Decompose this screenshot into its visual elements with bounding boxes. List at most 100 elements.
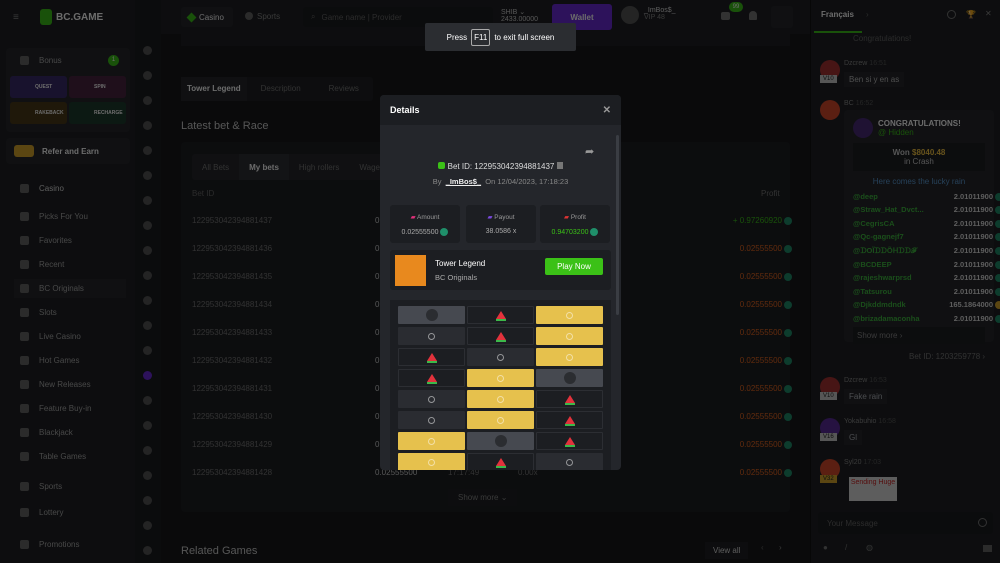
command-icon[interactable]: / (845, 543, 848, 552)
rail-category-icon[interactable] (143, 496, 152, 505)
sidebar-item-new-releases[interactable]: New Releases (20, 380, 91, 389)
tower-cell-gold (536, 327, 603, 345)
sidebar-item-lottery[interactable]: Lottery (20, 508, 63, 517)
sidebar-item-favorites[interactable]: Favorites (20, 236, 72, 245)
emoji-icon[interactable] (978, 518, 987, 527)
rail-category-icon[interactable] (143, 296, 152, 305)
play-now-button[interactable]: Play Now (545, 258, 603, 275)
chat-user[interactable]: Dzcrew 16:53 (844, 377, 887, 384)
avatar[interactable] (820, 459, 840, 479)
close-icon[interactable]: ✕ (602, 104, 611, 116)
info-icon[interactable] (947, 10, 956, 19)
sidebar-item-recent[interactable]: Recent (20, 260, 64, 269)
rakeback-button[interactable]: RAKEBACK (10, 102, 67, 124)
sidebar-item-bc-originals[interactable]: BC Originals (14, 279, 126, 298)
trophy-icon[interactable]: 🏆 (966, 10, 976, 19)
coins-icon (14, 145, 34, 157)
tab-high-rollers[interactable]: High rollers (298, 163, 340, 172)
tab-all-bets[interactable]: All Bets (202, 163, 230, 172)
bet-id-link[interactable]: Bet ID: 1203259778 › (909, 352, 986, 361)
quest-button[interactable]: QUEST (10, 76, 67, 98)
sidebar-item-promotions[interactable]: Promotions (20, 540, 79, 549)
menu-icon[interactable]: ≡ (13, 12, 19, 23)
mail-icon[interactable] (721, 12, 730, 20)
sidebar-item-live-casino[interactable]: Live Casino (20, 332, 81, 341)
tab-my-bets[interactable]: My bets (239, 154, 289, 180)
tab-description[interactable]: Description (260, 84, 301, 93)
rail-category-icon[interactable] (143, 546, 152, 555)
logo[interactable]: BC.GAME (40, 9, 103, 25)
tower-cell-gold (398, 453, 465, 470)
rail-category-icon[interactable] (143, 396, 152, 405)
chat-user[interactable]: BC 16:52 (844, 100, 874, 107)
coin-icon (784, 440, 792, 449)
rail-category-icon[interactable] (143, 221, 152, 230)
rail-category-icon[interactable] (143, 321, 152, 330)
sidebar-item-blackjack[interactable]: Blackjack (20, 428, 73, 437)
user-link[interactable]: _ImBos$_ (445, 177, 482, 186)
tower-cell-melon (467, 453, 534, 470)
search-input[interactable]: ⌕ Game name | Provider (303, 7, 493, 27)
rail-category-icon[interactable] (143, 521, 152, 530)
rail-category-icon[interactable] (143, 171, 152, 180)
bc-avatar[interactable] (820, 100, 840, 120)
view-all-button[interactable]: View all (705, 542, 749, 559)
sidebar-item-picks-for-you[interactable]: Picks For You (20, 212, 88, 221)
copy-icon[interactable] (556, 162, 563, 169)
chat-user[interactable]: Syl20 17:03 (844, 459, 881, 466)
gif-icon[interactable] (983, 545, 992, 552)
rail-category-icon[interactable] (143, 271, 152, 280)
chat-toggle-button[interactable] (771, 6, 793, 28)
sidebar-item-casino[interactable]: Casino (20, 184, 64, 193)
sidebar-item-table-games[interactable]: Table Games (20, 452, 86, 461)
close-icon[interactable]: ✕ (985, 9, 992, 18)
spin-button[interactable]: SPIN (69, 76, 126, 98)
scrollbar[interactable] (616, 135, 619, 315)
tab-reviews[interactable]: Reviews (328, 84, 359, 93)
rail-category-icon[interactable] (143, 471, 152, 480)
sidebar-item-feature-buy-in[interactable]: Feature Buy-in (20, 404, 91, 413)
rail-category-icon[interactable] (143, 146, 152, 155)
rail-category-icon[interactable] (143, 246, 152, 255)
rail-category-icon[interactable] (143, 46, 152, 55)
rail-category-icon[interactable] (143, 346, 152, 355)
tip-icon[interactable]: ◍ (866, 543, 873, 552)
chat-user[interactable]: Yokabuhio 16:58 (844, 418, 896, 425)
tab-tower-legend[interactable]: Tower Legend (181, 77, 247, 101)
sidebar-item-bonus[interactable]: Bonus (20, 56, 62, 65)
coin-rain-icon[interactable]: ● (823, 543, 828, 552)
sidebar-item-hot-games[interactable]: Hot Games (20, 356, 79, 365)
avatar[interactable] (621, 6, 639, 24)
rail-category-icon[interactable] (143, 421, 152, 430)
chat-language-tab[interactable]: Français (821, 10, 854, 19)
sidebar-item-sports[interactable]: Sports (20, 482, 62, 491)
rail-category-icon[interactable] (143, 96, 152, 105)
rail-category-icon[interactable] (143, 371, 152, 380)
currency-selector[interactable]: SHIB ⌄ 2433.00000 (501, 9, 538, 23)
chat-user[interactable]: Dzcrew 16:51 (844, 60, 887, 67)
section-title: Latest bet & Race (181, 120, 269, 132)
rail-category-icon[interactable] (143, 196, 152, 205)
prev-arrow-icon[interactable]: ‹ (761, 543, 764, 552)
tab-sports[interactable]: Sports (245, 12, 280, 21)
egg-icon (566, 458, 573, 466)
sidebar-item-slots[interactable]: Slots (20, 308, 57, 317)
show-more-button[interactable]: Show more ⌄ (448, 489, 518, 506)
rail-category-icon[interactable] (143, 121, 152, 130)
chevron-right-icon[interactable]: › (866, 10, 869, 19)
tab-wager[interactable]: Wager (359, 163, 383, 172)
tower-cell-hidden (467, 348, 534, 366)
rail-category-icon[interactable] (143, 446, 152, 455)
rail-category-icon[interactable] (143, 71, 152, 80)
user-info[interactable]: _ImBos$_ VIP 48 (644, 7, 676, 21)
bell-icon[interactable] (749, 11, 757, 20)
sports-icon (20, 482, 29, 491)
tab-casino[interactable]: Casino (181, 7, 233, 27)
message-input[interactable]: Your Message (818, 512, 993, 534)
watermelon-icon (564, 437, 575, 445)
recharge-button[interactable]: RECHARGE (69, 102, 126, 124)
share-icon[interactable]: ➦ (585, 146, 595, 158)
refer-and-earn[interactable]: Refer and Earn (6, 138, 130, 164)
next-arrow-icon[interactable]: › (779, 543, 782, 552)
show-more-button[interactable]: Show more › (853, 327, 985, 345)
